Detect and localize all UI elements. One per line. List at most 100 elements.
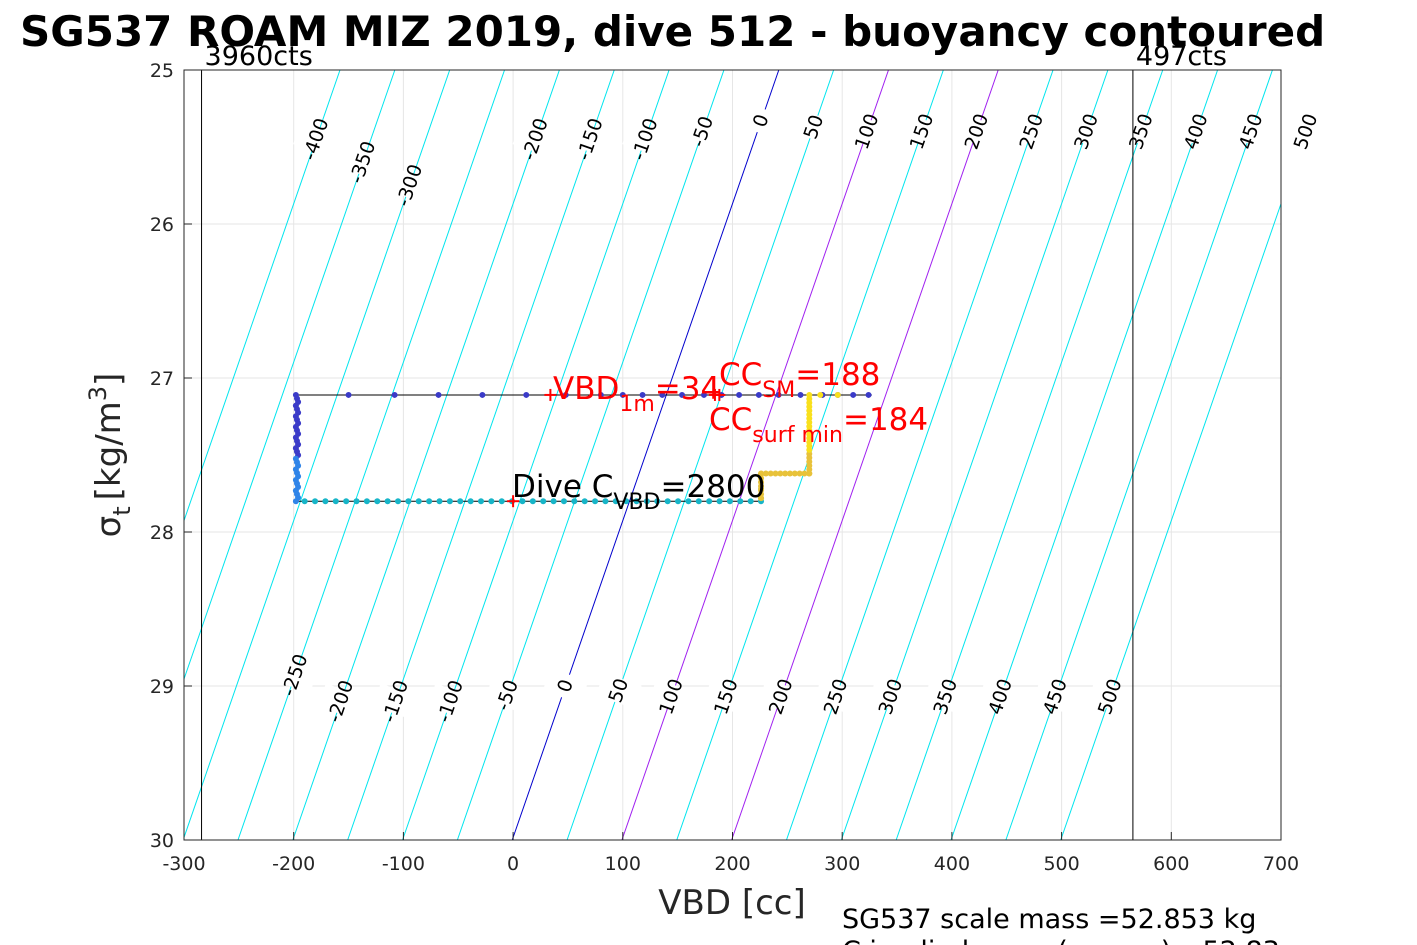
- contour-label-bg: [954, 113, 1000, 150]
- contour-label-bg: [340, 144, 386, 181]
- trace-point: [762, 470, 769, 477]
- contour-line: [1060, 202, 1281, 840]
- trace-point: [639, 391, 646, 398]
- contour-label-bg: [738, 102, 785, 139]
- y-axis-label-units: [kg/m: [89, 401, 129, 500]
- trace-point: [540, 498, 547, 505]
- contour-label-bg: [293, 121, 339, 158]
- contour-label-bg: [813, 678, 859, 715]
- contour-label-bg: [542, 668, 589, 704]
- y-axis-label-sup: 3: [84, 386, 112, 401]
- contour-label-bg: [703, 678, 750, 715]
- contour-label-bg: [512, 121, 559, 158]
- trace-point: [581, 498, 588, 505]
- contour-line: [511, 70, 780, 840]
- trace-point: [791, 470, 798, 477]
- contour-label-bg: [844, 113, 890, 150]
- contour-label-bg: [868, 678, 914, 715]
- trace-point: [571, 498, 578, 505]
- vbd-limit-label: 497cts: [1136, 41, 1227, 72]
- annotation-cc-sm-part: =188: [795, 357, 880, 393]
- contour-label-bg: [1063, 113, 1110, 150]
- trace-point: [523, 391, 530, 398]
- trace-point: [777, 470, 784, 477]
- trace-point: [659, 391, 666, 398]
- trace-point: [415, 498, 422, 505]
- trace-point: [498, 498, 505, 505]
- trace-point: [786, 470, 793, 477]
- trace-point: [772, 470, 779, 477]
- annotation-cc-sm-part: CC: [719, 357, 762, 393]
- trace-point: [643, 498, 650, 505]
- y-axis-ticks: 25 26 27 28 29 30: [150, 60, 192, 852]
- contour-line: [1005, 70, 1273, 840]
- x-axis-ticks: -300 -200 -100 0 100 200 300 400 500 600 700: [162, 832, 1299, 875]
- trace-point: [436, 498, 443, 505]
- contour-label-bg: [648, 678, 695, 715]
- annotation-dive-c-vbd-part: Dive C: [512, 469, 613, 505]
- chart-title: SG537 ROAM MIZ 2019, dive 512 - buoyancy…: [20, 7, 1325, 56]
- y-tick-label: 29: [150, 676, 174, 698]
- trace-point: [700, 391, 707, 398]
- contour-label-bg: [791, 109, 837, 145]
- trace-point: [797, 391, 804, 398]
- trace-point: [562, 391, 569, 398]
- trace-point: [685, 498, 692, 505]
- trace-point: [755, 391, 762, 398]
- contour-line: [402, 70, 670, 840]
- trace-point: [519, 498, 526, 505]
- trace-point: [343, 498, 350, 505]
- trace-point: [479, 391, 486, 398]
- trace-point: [664, 498, 671, 505]
- y-tick-label: 25: [150, 60, 174, 82]
- trace-point: [737, 498, 744, 505]
- contour-line: [566, 70, 835, 840]
- trace-point: [597, 391, 604, 398]
- trace-point: [384, 498, 391, 505]
- contour-label-bg: [1032, 678, 1079, 715]
- contour-label-bg: [977, 678, 1024, 715]
- trace-point: [435, 391, 442, 398]
- trace-point: [623, 498, 630, 505]
- trace-point: [322, 498, 329, 505]
- trace-point: [679, 391, 686, 398]
- contour-label-bg: [272, 657, 318, 694]
- annotation-vbd-1m: VBD1m=34: [553, 371, 720, 417]
- vbd-limit-label: 3960cts: [205, 41, 313, 72]
- contour-line: [184, 70, 451, 839]
- trace-point: [801, 470, 808, 477]
- annotation-dive-c-vbd-part: VBD: [613, 490, 660, 515]
- trace-point: [775, 391, 782, 398]
- footer-line-1: SG537 scale mass =52.853 kg: [842, 904, 1256, 935]
- trace-point: [477, 498, 484, 505]
- y-axis-label-sub: t: [108, 506, 136, 515]
- contour-line: [621, 70, 889, 840]
- annotation-vbd-1m-part: VBD: [553, 371, 619, 407]
- y-tick-label: 28: [150, 522, 174, 544]
- trace-point: [550, 498, 557, 505]
- y-axis-label-close: ]: [89, 373, 129, 386]
- trace-point: [592, 498, 599, 505]
- contour-label-bg: [1008, 113, 1055, 150]
- trace-point: [758, 470, 765, 477]
- trace-point: [612, 498, 619, 505]
- annotation-dive-c-vbd-part: =2800: [661, 469, 766, 505]
- trace-point: [292, 498, 299, 505]
- trace-point: [602, 498, 609, 505]
- x-tick-label: -200: [272, 853, 315, 875]
- annotation-cc-surf-min-part: =184: [843, 402, 928, 438]
- annotation-cc-surf-min: CCsurf min=184: [709, 402, 928, 448]
- contour-label-bg: [386, 167, 433, 204]
- x-tick-label: 100: [605, 853, 641, 875]
- contour-label-bg: [595, 672, 642, 709]
- contour-label-bg: [1173, 113, 1220, 150]
- contour-line: [895, 70, 1164, 840]
- trace-point: [488, 498, 495, 505]
- annotation-vbd-1m-part: =34: [655, 371, 720, 407]
- x-tick-label: 200: [714, 853, 750, 875]
- annotation-cc-surf-min-part: CC: [709, 402, 752, 438]
- trace-point: [726, 498, 733, 505]
- x-axis-label: VBD [cc]: [658, 883, 806, 923]
- trace-point: [395, 498, 402, 505]
- trace-point: [363, 498, 370, 505]
